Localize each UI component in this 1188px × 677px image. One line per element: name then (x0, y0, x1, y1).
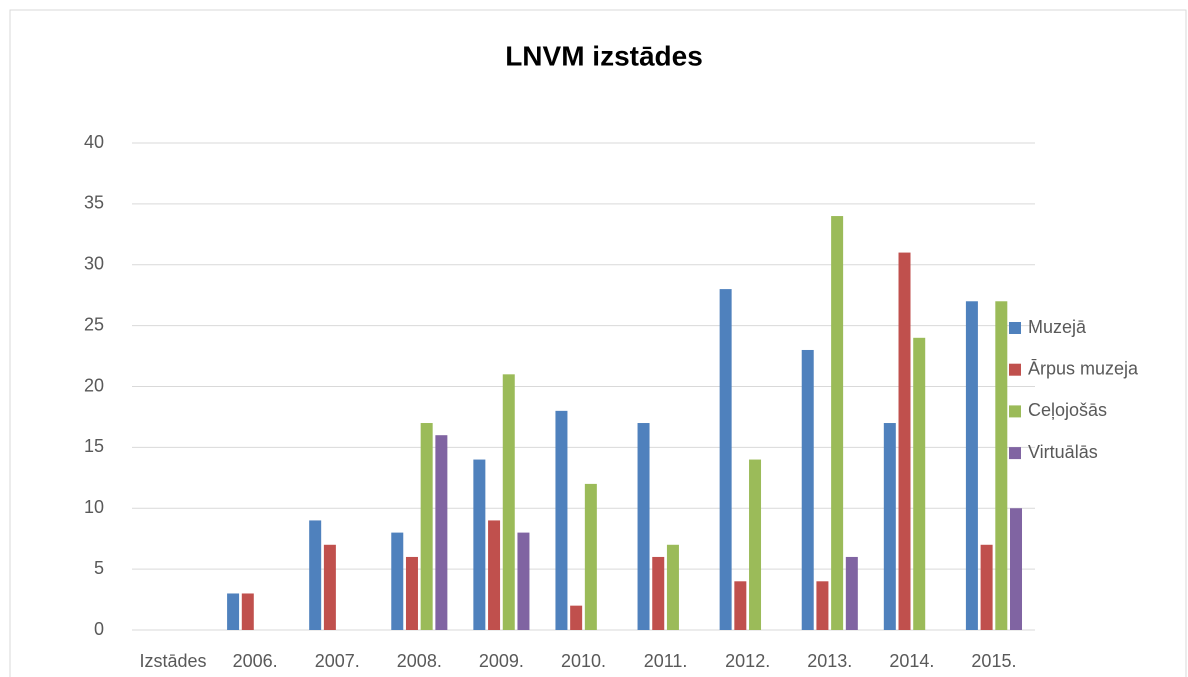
bar (719, 289, 732, 630)
bar (405, 556, 418, 630)
bar (801, 349, 814, 630)
bar (637, 423, 650, 630)
y-tick-label: 40 (84, 132, 104, 152)
x-tick-label: 2009. (479, 651, 524, 671)
legend-label: Virtuālās (1028, 442, 1098, 462)
bar (555, 410, 568, 630)
bar (831, 216, 844, 631)
x-tick-label: 2014. (889, 651, 934, 671)
y-tick-label: 20 (84, 375, 104, 395)
chart-title: LNVM izstādes (505, 40, 703, 71)
bar (980, 544, 993, 630)
bar (473, 459, 486, 630)
x-tick-label: 2007. (315, 651, 360, 671)
bar (995, 301, 1008, 630)
y-tick-label: 25 (84, 314, 104, 334)
y-tick-label: 35 (84, 193, 104, 213)
bar (241, 593, 254, 630)
bar (666, 544, 679, 630)
x-tick-label: 2015. (971, 651, 1016, 671)
y-tick-label: 30 (84, 254, 104, 274)
bar (517, 532, 530, 630)
bar (965, 301, 978, 630)
bar (420, 423, 433, 630)
x-tick-label: 2008. (397, 651, 442, 671)
bar (309, 520, 322, 630)
y-tick-label: 0 (94, 619, 104, 639)
bar (883, 423, 896, 630)
legend-swatch (1009, 405, 1021, 418)
legend-swatch (1009, 447, 1021, 460)
legend-label: Ceļojošās (1028, 400, 1107, 420)
bar (845, 556, 858, 630)
bar (488, 520, 501, 630)
legend-swatch (1009, 363, 1021, 376)
legend-label: Muzejā (1028, 317, 1087, 337)
bar (1010, 508, 1023, 630)
x-tick-label: 2006. (233, 651, 278, 671)
legend-label: Ārpus muzeja (1028, 358, 1139, 378)
bar (323, 544, 336, 630)
chart-frame (9, 9, 1187, 677)
y-tick-label: 5 (94, 558, 104, 578)
bar (391, 532, 404, 630)
bar (570, 605, 583, 630)
x-tick-label: 2011. (644, 651, 688, 671)
bar (816, 581, 829, 630)
y-tick-label: 15 (84, 436, 104, 456)
bar (898, 252, 911, 630)
bar (435, 435, 448, 630)
bar (584, 483, 597, 630)
x-tick-label: 2013. (807, 651, 852, 671)
bar (652, 556, 665, 630)
bar (749, 459, 762, 630)
legend-swatch (1009, 322, 1021, 334)
bar (734, 581, 747, 630)
y-tick-label: 10 (84, 497, 104, 517)
x-tick-label: Izstādes (140, 651, 207, 671)
x-tick-label: 2012. (725, 651, 770, 671)
bar (913, 337, 926, 630)
bar (502, 374, 515, 630)
bar (227, 593, 240, 630)
x-tick-label: 2010. (561, 651, 606, 671)
